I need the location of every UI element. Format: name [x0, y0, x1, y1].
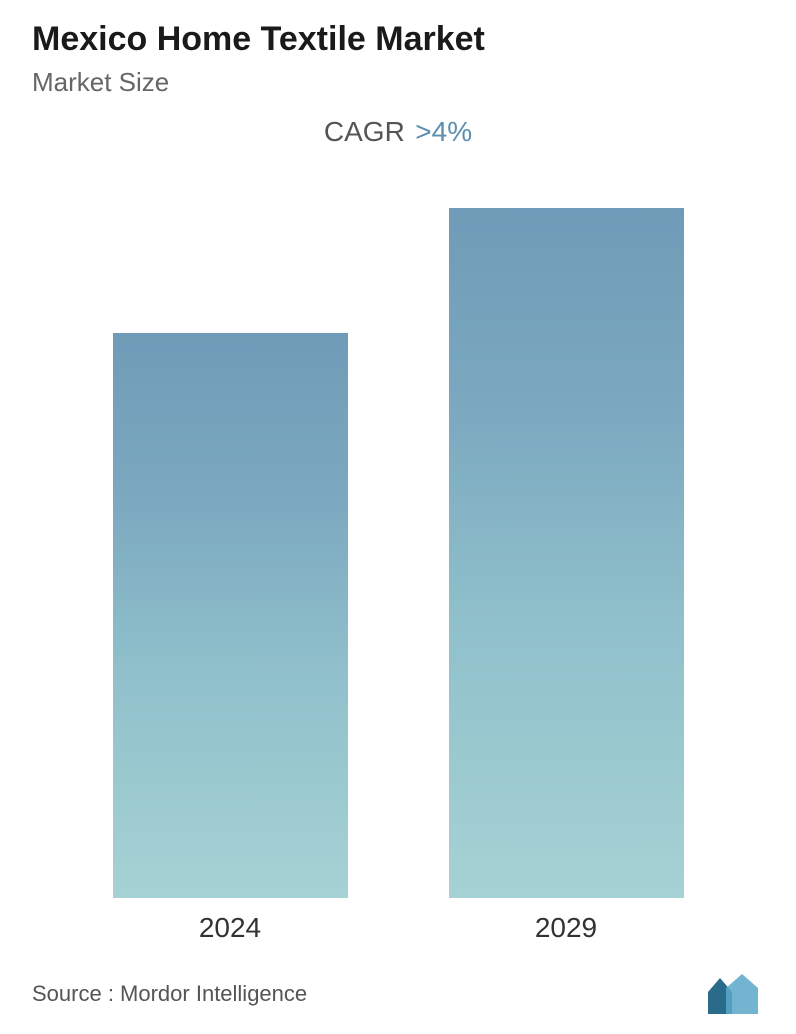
bar-0 [113, 333, 348, 898]
bar-group-0: 2024 [62, 333, 398, 944]
cagr-label: CAGR [324, 116, 405, 147]
source-text: Source : Mordor Intelligence [32, 981, 307, 1007]
bar-label-1: 2029 [535, 912, 597, 944]
cagr-row: CAGR >4% [32, 116, 764, 148]
footer: Source : Mordor Intelligence [32, 954, 764, 1014]
bar-group-1: 2029 [398, 208, 734, 944]
bar-1 [449, 208, 684, 898]
chart-title: Mexico Home Textile Market [32, 20, 764, 59]
mordor-logo-icon [708, 974, 764, 1014]
chart-subtitle: Market Size [32, 67, 764, 98]
chart-container: Mexico Home Textile Market Market Size C… [0, 0, 796, 1034]
cagr-value: >4% [415, 116, 472, 147]
bar-chart: 2024 2029 [32, 158, 764, 944]
bar-label-0: 2024 [199, 912, 261, 944]
